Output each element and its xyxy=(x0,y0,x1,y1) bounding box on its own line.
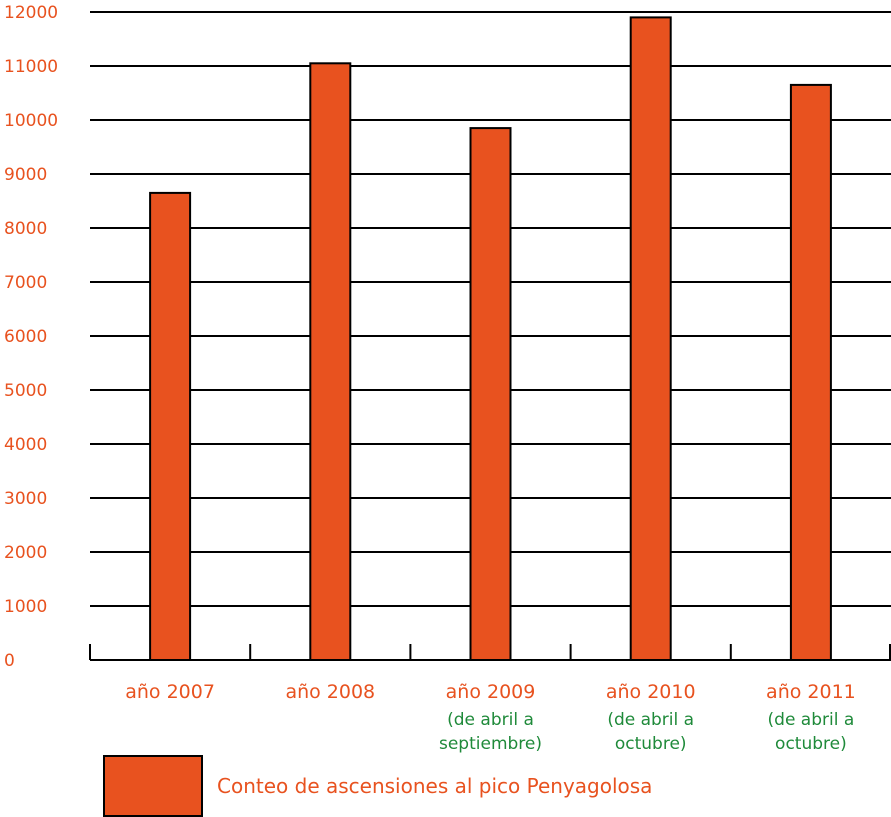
x-category-label: año 2009 xyxy=(446,681,536,703)
y-tick-label: 8000 xyxy=(4,219,47,239)
y-tick-label: 12000 xyxy=(4,3,58,23)
y-tick-label: 4000 xyxy=(4,435,47,455)
x-category-label: año 2010 xyxy=(606,681,696,703)
legend-swatch xyxy=(103,755,203,817)
x-category-label: año 2011 xyxy=(766,681,856,703)
x-category-sublabel: (de abril a xyxy=(768,710,855,730)
legend-label: Conteo de ascensiones al pico Penyagolos… xyxy=(217,774,652,798)
x-category-label: año 2008 xyxy=(285,681,375,703)
bar xyxy=(149,191,192,661)
bar xyxy=(309,62,352,662)
y-tick-label: 3000 xyxy=(4,489,47,509)
y-tick-label: 0 xyxy=(4,651,15,671)
x-axis-labels: año 2007 año 2008 año 2009 (de abril a septi… xyxy=(125,681,856,754)
y-tick-label: 10000 xyxy=(4,111,58,131)
bar xyxy=(629,16,672,661)
x-axis xyxy=(89,644,891,661)
y-tick-label: 11000 xyxy=(4,57,58,77)
x-category-sublabel: octubre) xyxy=(615,734,687,754)
y-tick-label: 6000 xyxy=(4,327,47,347)
y-tick-label: 2000 xyxy=(4,543,47,563)
x-category-sublabel: octubre) xyxy=(775,734,847,754)
bar xyxy=(469,127,512,662)
x-category-sublabel: (de abril a xyxy=(447,710,534,730)
x-category-sublabel: septiembre) xyxy=(439,734,542,754)
bar xyxy=(789,83,832,661)
x-category-sublabel: (de abril a xyxy=(607,710,694,730)
y-axis-ticks: 0 1000 2000 3000 4000 5000 6000 7000 8000 9000 100… xyxy=(4,3,58,671)
y-tick-label: 1000 xyxy=(4,597,47,617)
legend: Conteo de ascensiones al pico Penyagolos… xyxy=(103,755,652,817)
y-tick-label: 7000 xyxy=(4,273,47,293)
x-category-label: año 2007 xyxy=(125,681,215,703)
bars xyxy=(149,16,832,662)
y-tick-label: 5000 xyxy=(4,381,47,401)
y-tick-label: 9000 xyxy=(4,165,47,185)
